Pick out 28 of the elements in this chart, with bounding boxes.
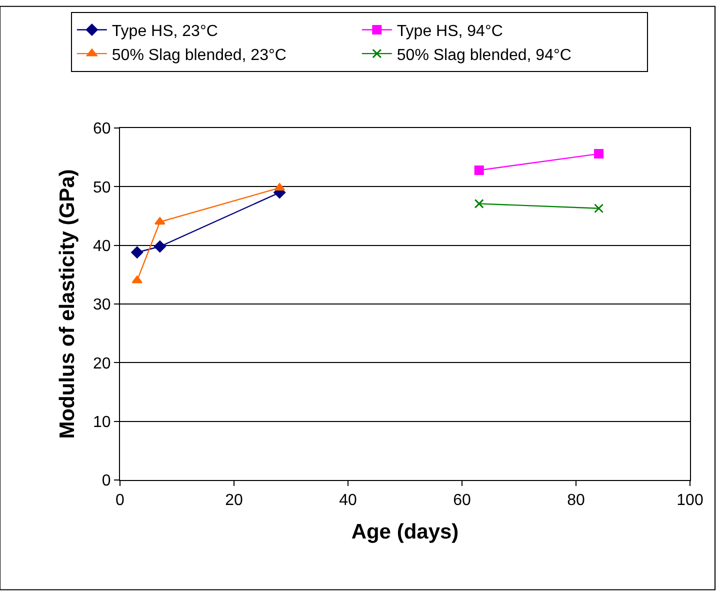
x-tick-label: 20: [225, 492, 243, 510]
x-tick-label: 100: [676, 492, 704, 510]
point: [154, 217, 166, 225]
point: [131, 246, 144, 258]
x-tick-label: 40: [339, 492, 357, 510]
x-axis-title: Age (days): [351, 520, 459, 544]
legend-label: 50% Slag blended, 23°C: [112, 46, 286, 64]
y-axis-title: Modulus of elasticity (GPa): [56, 169, 80, 439]
y-tick-label: 10: [93, 414, 111, 431]
legend-label: 50% Slag blended, 94°C: [396, 46, 572, 64]
x-tick-label: 0: [116, 492, 125, 510]
point: [274, 183, 285, 191]
point: [474, 198, 484, 208]
y-tick-label: 0: [102, 472, 111, 490]
point: [594, 149, 604, 159]
y-tick-label: 30: [93, 296, 111, 314]
y-tick-label: 60: [93, 120, 111, 138]
legend-label: Type HS, 23°C: [112, 22, 218, 40]
point: [594, 204, 604, 214]
x-tick-label: 60: [453, 492, 471, 510]
y-tick-label: 40: [93, 238, 111, 255]
point: [474, 165, 484, 175]
y-tick-label: 20: [93, 355, 111, 372]
legend-label: Type HS, 94°C: [396, 22, 503, 40]
point: [132, 276, 142, 284]
y-tick-label: 50: [93, 179, 111, 196]
x-tick-label: 80: [567, 492, 585, 510]
point: [154, 240, 166, 252]
